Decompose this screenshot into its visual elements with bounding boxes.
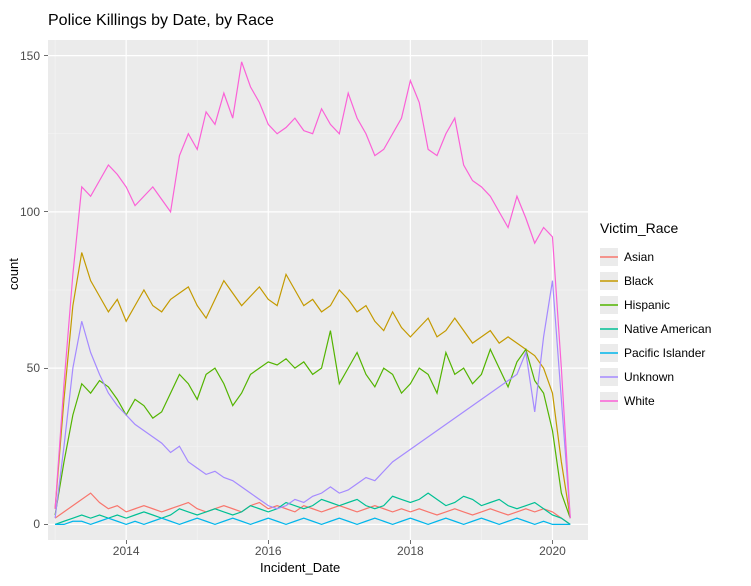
legend-item-native-american: Native American <box>600 318 711 340</box>
x-tick-label: 2016 <box>255 544 282 558</box>
series-line-unknown <box>55 281 570 519</box>
x-tick-mark <box>410 540 411 544</box>
legend-swatch <box>600 248 618 266</box>
legend-label: White <box>624 394 655 408</box>
legend-swatch <box>600 320 618 338</box>
x-tick-mark <box>126 540 127 544</box>
y-tick-label: 100 <box>0 205 40 219</box>
chart-root: Police Killings by Date, by Race count I… <box>0 0 751 586</box>
legend-label: Hispanic <box>624 298 670 312</box>
y-tick-label: 50 <box>0 361 40 375</box>
legend-item-pacific-islander: Pacific Islander <box>600 342 711 364</box>
chart-title: Police Killings by Date, by Race <box>48 12 274 30</box>
x-tick-mark <box>552 540 553 544</box>
series-line-hispanic <box>55 331 570 519</box>
x-tick-mark <box>268 540 269 544</box>
x-axis-label: Incident_Date <box>260 560 340 575</box>
legend-label: Unknown <box>624 370 674 384</box>
legend-item-white: White <box>600 390 711 412</box>
plot-panel <box>48 40 588 540</box>
legend-item-asian: Asian <box>600 246 711 268</box>
legend: Victim_Race Asian Black Hispanic Native Ame… <box>600 220 711 414</box>
x-tick-label: 2014 <box>113 544 140 558</box>
y-tick-mark <box>44 368 48 369</box>
legend-label: Asian <box>624 250 654 264</box>
legend-label: Native American <box>624 322 711 336</box>
legend-swatch <box>600 392 618 410</box>
y-axis-label: count <box>6 258 21 290</box>
y-tick-label: 150 <box>0 49 40 63</box>
legend-item-hispanic: Hispanic <box>600 294 711 316</box>
legend-item-black: Black <box>600 270 711 292</box>
series-line-asian <box>55 493 570 524</box>
legend-label: Black <box>624 274 653 288</box>
y-tick-mark <box>44 55 48 56</box>
legend-item-unknown: Unknown <box>600 366 711 388</box>
legend-swatch <box>600 344 618 362</box>
legend-swatch <box>600 368 618 386</box>
legend-swatch <box>600 296 618 314</box>
plot-svg <box>48 40 588 540</box>
y-tick-mark <box>44 211 48 212</box>
y-tick-mark <box>44 524 48 525</box>
legend-title: Victim_Race <box>600 220 711 236</box>
legend-swatch <box>600 272 618 290</box>
series-line-pacific-islander <box>55 518 570 524</box>
x-tick-label: 2020 <box>539 544 566 558</box>
legend-items: Asian Black Hispanic Native American Pacific… <box>600 246 711 412</box>
legend-label: Pacific Islander <box>624 346 705 360</box>
x-tick-label: 2018 <box>397 544 424 558</box>
series-line-black <box>55 253 570 519</box>
y-tick-label: 0 <box>0 517 40 531</box>
